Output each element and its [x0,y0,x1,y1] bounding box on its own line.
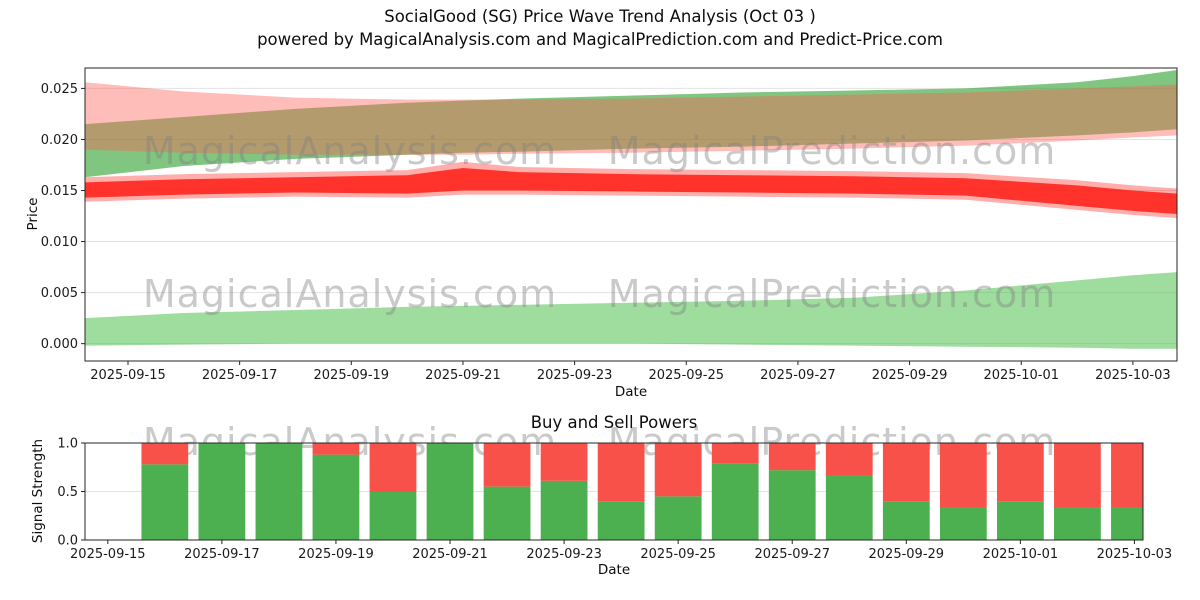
watermark-magicalprediction: MagicalPrediction.com [608,272,1057,316]
sell-bar-segment [369,443,417,492]
x-tick-label: 2025-09-19 [298,547,374,562]
sell-bar-segment [825,443,873,476]
sell-bar-segment [882,443,930,502]
x-tick-label: 2025-09-27 [760,368,836,383]
lower-support-green-band [85,272,1177,349]
buy-bar-segment [369,491,417,540]
y-tick-label: 0.015 [41,184,78,199]
x-tick-label: 2025-09-17 [202,368,278,383]
date-axis-label-top: Date [614,384,648,400]
x-tick-label: 2025-10-03 [1097,547,1173,562]
buy-bar-segment [654,496,702,540]
buy-bar-segment [255,443,303,540]
x-tick-label: 2025-09-23 [537,368,613,383]
x-tick-label: 2025-09-25 [648,368,724,383]
buy-bar-segment [882,501,930,540]
x-tick-label: 2025-09-27 [754,547,830,562]
x-tick-label: 2025-09-15 [90,368,166,383]
buy-bar-segment [426,443,474,540]
y-tick-label: 1.0 [57,437,78,452]
sell-bar-segment [540,443,588,481]
buy-bar-segment [825,475,873,540]
x-tick-label: 2025-09-25 [640,547,716,562]
x-tick-label: 2025-10-01 [983,547,1059,562]
price-wave-bands-group [85,70,1177,349]
x-tick-label: 2025-09-29 [872,368,948,383]
sell-bar-segment [1054,443,1101,508]
watermark-row: MagicalAnalysis.com MagicalPrediction.com [143,129,1057,173]
sell-bar-segment [654,443,702,497]
buy-sell-bars-group [141,443,1143,540]
buy-sell-powers-title: Buy and Sell Powers [530,413,698,432]
x-tick-label: 2025-09-29 [869,547,945,562]
buy-bar-segment [1111,507,1143,540]
buy-bar-segment [483,486,531,540]
x-tick-label: 2025-10-03 [1095,368,1171,383]
signal-strength-axis-label: Signal Strength [30,438,46,544]
upper-trend-pink-band [85,82,1177,155]
watermark-magicalanalysis: MagicalAnalysis.com [143,129,557,173]
x-tick-label: 2025-09-21 [425,368,501,383]
watermark-row: MagicalAnalysis.com MagicalPrediction.com [143,272,1057,316]
price-wave-red-band-core [85,168,1177,214]
x-tick-label: 2025-09-17 [184,547,260,562]
buy-bar-segment [1054,507,1101,540]
plot-border [84,67,1178,362]
sell-bar-segment [996,443,1044,502]
sell-bar-segment [597,443,645,502]
y-tick-label: 0.005 [41,286,78,301]
buy-bar-segment [540,480,588,540]
x-tick-label: 2025-09-15 [70,547,146,562]
y-tick-label: 0.025 [41,82,78,97]
sell-bar-segment [312,443,360,455]
y-tick-label: 0.000 [41,337,78,352]
sell-bar-segment [1111,443,1143,508]
y-tick-label: 0.0 [57,534,78,549]
price-axis-label: Price [25,197,41,231]
sell-bar-segment [711,443,759,464]
sell-bar-segment [939,443,987,508]
sell-bar-segment [768,443,816,471]
buy-bar-segment [939,507,987,540]
y-tick-label: 0.020 [41,133,78,148]
buy-bar-segment [141,464,189,540]
buy-bar-segment [711,463,759,540]
watermark-magicalanalysis: MagicalAnalysis.com [143,272,557,316]
buy-bar-segment [312,454,360,540]
date-axis-label-bottom: Date [597,562,631,578]
x-tick-label: 2025-09-21 [412,547,488,562]
chart-title-line2: powered by MagicalAnalysis.com and Magic… [257,30,943,49]
x-tick-label: 2025-09-23 [526,547,602,562]
watermark-magicalprediction: MagicalPrediction.com [608,129,1057,173]
buy-bar-segment [597,501,645,540]
sell-bar-segment [483,443,531,487]
buy-bar-segment [768,470,816,540]
x-tick-label: 2025-09-19 [314,368,390,383]
sell-bar-segment [141,443,189,465]
y-tick-label: 0.5 [57,485,78,500]
y-tick-label: 0.010 [41,235,78,250]
buy-bar-segment [996,501,1044,540]
upper-trend-green-band [85,70,1177,178]
buy-bar-segment [198,443,246,540]
x-tick-label: 2025-10-01 [983,368,1059,383]
chart-title-line1: SocialGood (SG) Price Wave Trend Analysi… [384,7,816,26]
